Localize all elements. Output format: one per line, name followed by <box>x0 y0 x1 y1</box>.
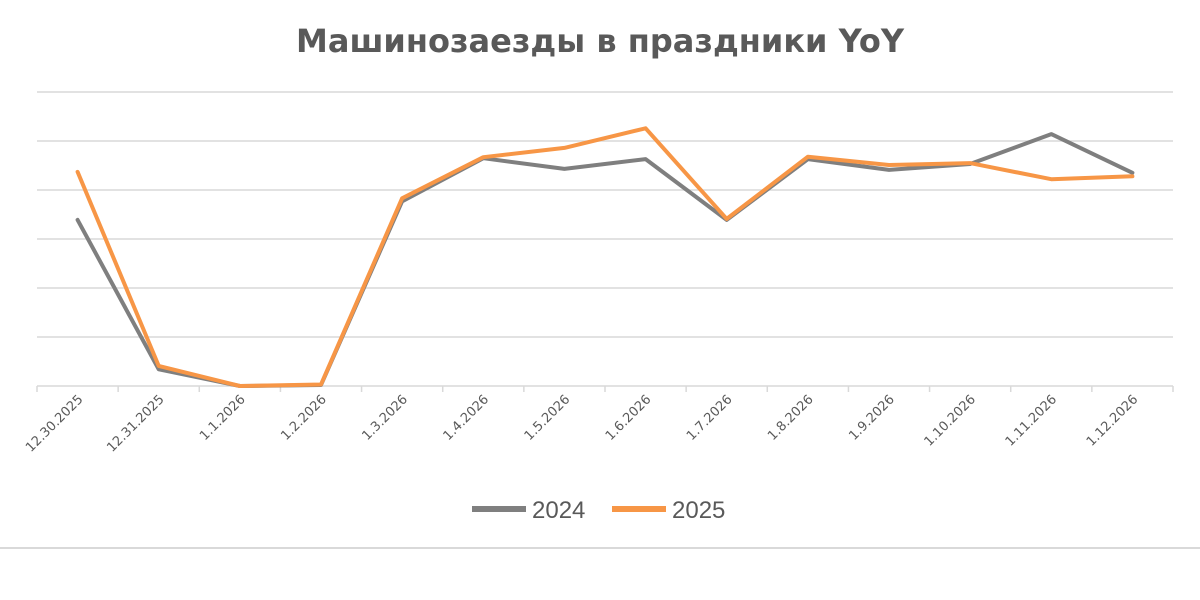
x-tick-label: 1.5.2026 <box>522 392 574 444</box>
x-tick-label: 1.9.2026 <box>846 392 898 444</box>
x-tick-labels: 12.30.2025 12.31.2025 1.1.2026 1.2.2026 1.3.… <box>23 392 1141 455</box>
legend-label-2025: 2025 <box>672 497 725 524</box>
x-tick-label: 1.6.2026 <box>603 392 655 444</box>
x-tick-label: 12.30.2025 <box>23 392 86 455</box>
x-tick-label: 1.2.2026 <box>278 392 330 444</box>
x-tick-label: 1.8.2026 <box>765 392 817 444</box>
x-tick-label: 1.4.2026 <box>441 392 493 444</box>
gridlines <box>37 91 1173 338</box>
x-tick-label: 1.7.2026 <box>684 392 736 444</box>
x-tick-label: 1.3.2026 <box>359 392 411 444</box>
x-tick-label: 1.1.2026 <box>197 392 249 444</box>
legend-label-2024: 2024 <box>532 497 585 524</box>
legend: 2024 2025 <box>472 497 725 524</box>
bottom-divider <box>0 547 1200 549</box>
x-tick-label: 1.10.2026 <box>922 392 979 449</box>
series-lines <box>75 126 1135 388</box>
series-line-2025 <box>75 126 1135 388</box>
x-axis <box>36 385 1174 392</box>
x-tick-label: 1.12.2026 <box>1084 392 1141 449</box>
series-line-2024 <box>75 132 1135 388</box>
chart-title: Машинозаезды в праздники YoY <box>296 22 905 60</box>
x-tick-label: 1.11.2026 <box>1003 392 1060 449</box>
x-tick-label: 12.31.2025 <box>104 392 167 455</box>
